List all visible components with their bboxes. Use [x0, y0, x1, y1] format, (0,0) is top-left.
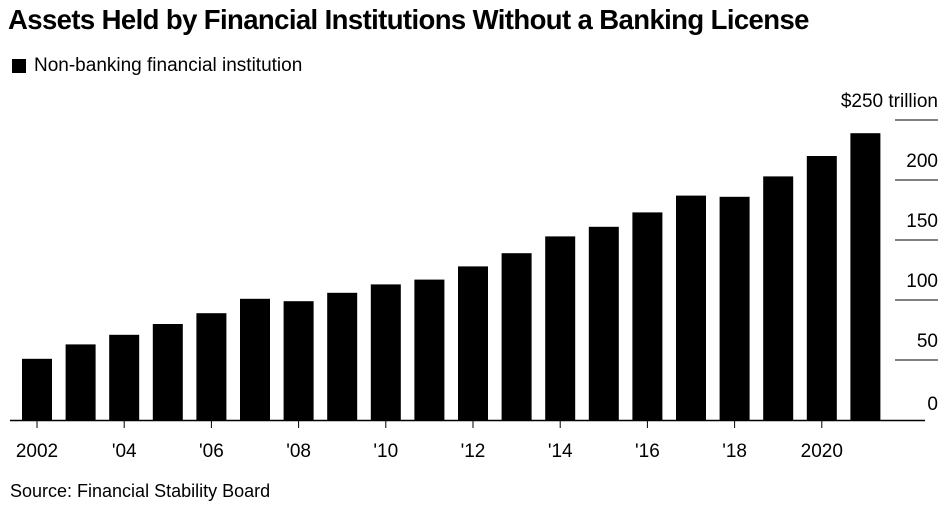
bar	[545, 236, 576, 420]
x-tick-label: '18	[722, 441, 747, 462]
legend-swatch	[12, 59, 26, 73]
x-tick-label: '04	[112, 441, 137, 462]
bar	[719, 196, 750, 420]
bar	[763, 176, 794, 420]
bar	[850, 133, 881, 420]
y-tick-label: 200	[906, 151, 938, 172]
bar	[65, 344, 96, 420]
bar	[370, 284, 401, 420]
bar	[588, 226, 619, 420]
legend-label: Non-banking financial institution	[34, 55, 303, 76]
bar	[501, 253, 532, 420]
bar	[676, 195, 706, 420]
legend: Non-banking financial institution	[12, 55, 302, 77]
bar	[152, 324, 183, 420]
bar	[414, 279, 445, 420]
x-tick-label: '06	[199, 441, 224, 462]
bar	[806, 156, 837, 420]
x-tick-label: '12	[461, 441, 486, 462]
y-tick-label: 50	[917, 331, 938, 352]
bar	[283, 301, 314, 420]
bar	[240, 298, 270, 420]
x-tick-label: '16	[635, 441, 660, 462]
x-tick-label: 2020	[801, 441, 843, 462]
y-tick-label: 150	[906, 211, 938, 232]
bar	[458, 266, 488, 420]
y-tick-label: $250 trillion	[841, 91, 938, 112]
bar	[109, 334, 140, 420]
x-tick-label: '08	[286, 441, 311, 462]
y-tick-label: 100	[906, 271, 938, 292]
bar	[632, 212, 663, 420]
x-tick-label: 2002	[16, 441, 58, 462]
x-tick-label: '10	[373, 441, 398, 462]
chart-title: Assets Held by Financial Institutions Wi…	[8, 4, 809, 35]
bar	[327, 292, 358, 420]
x-tick-label: '14	[548, 441, 573, 462]
source-note: Source: Financial Stability Board	[10, 481, 271, 501]
bar	[22, 358, 52, 420]
bar	[196, 313, 227, 420]
y-tick-label: 0	[927, 394, 938, 415]
